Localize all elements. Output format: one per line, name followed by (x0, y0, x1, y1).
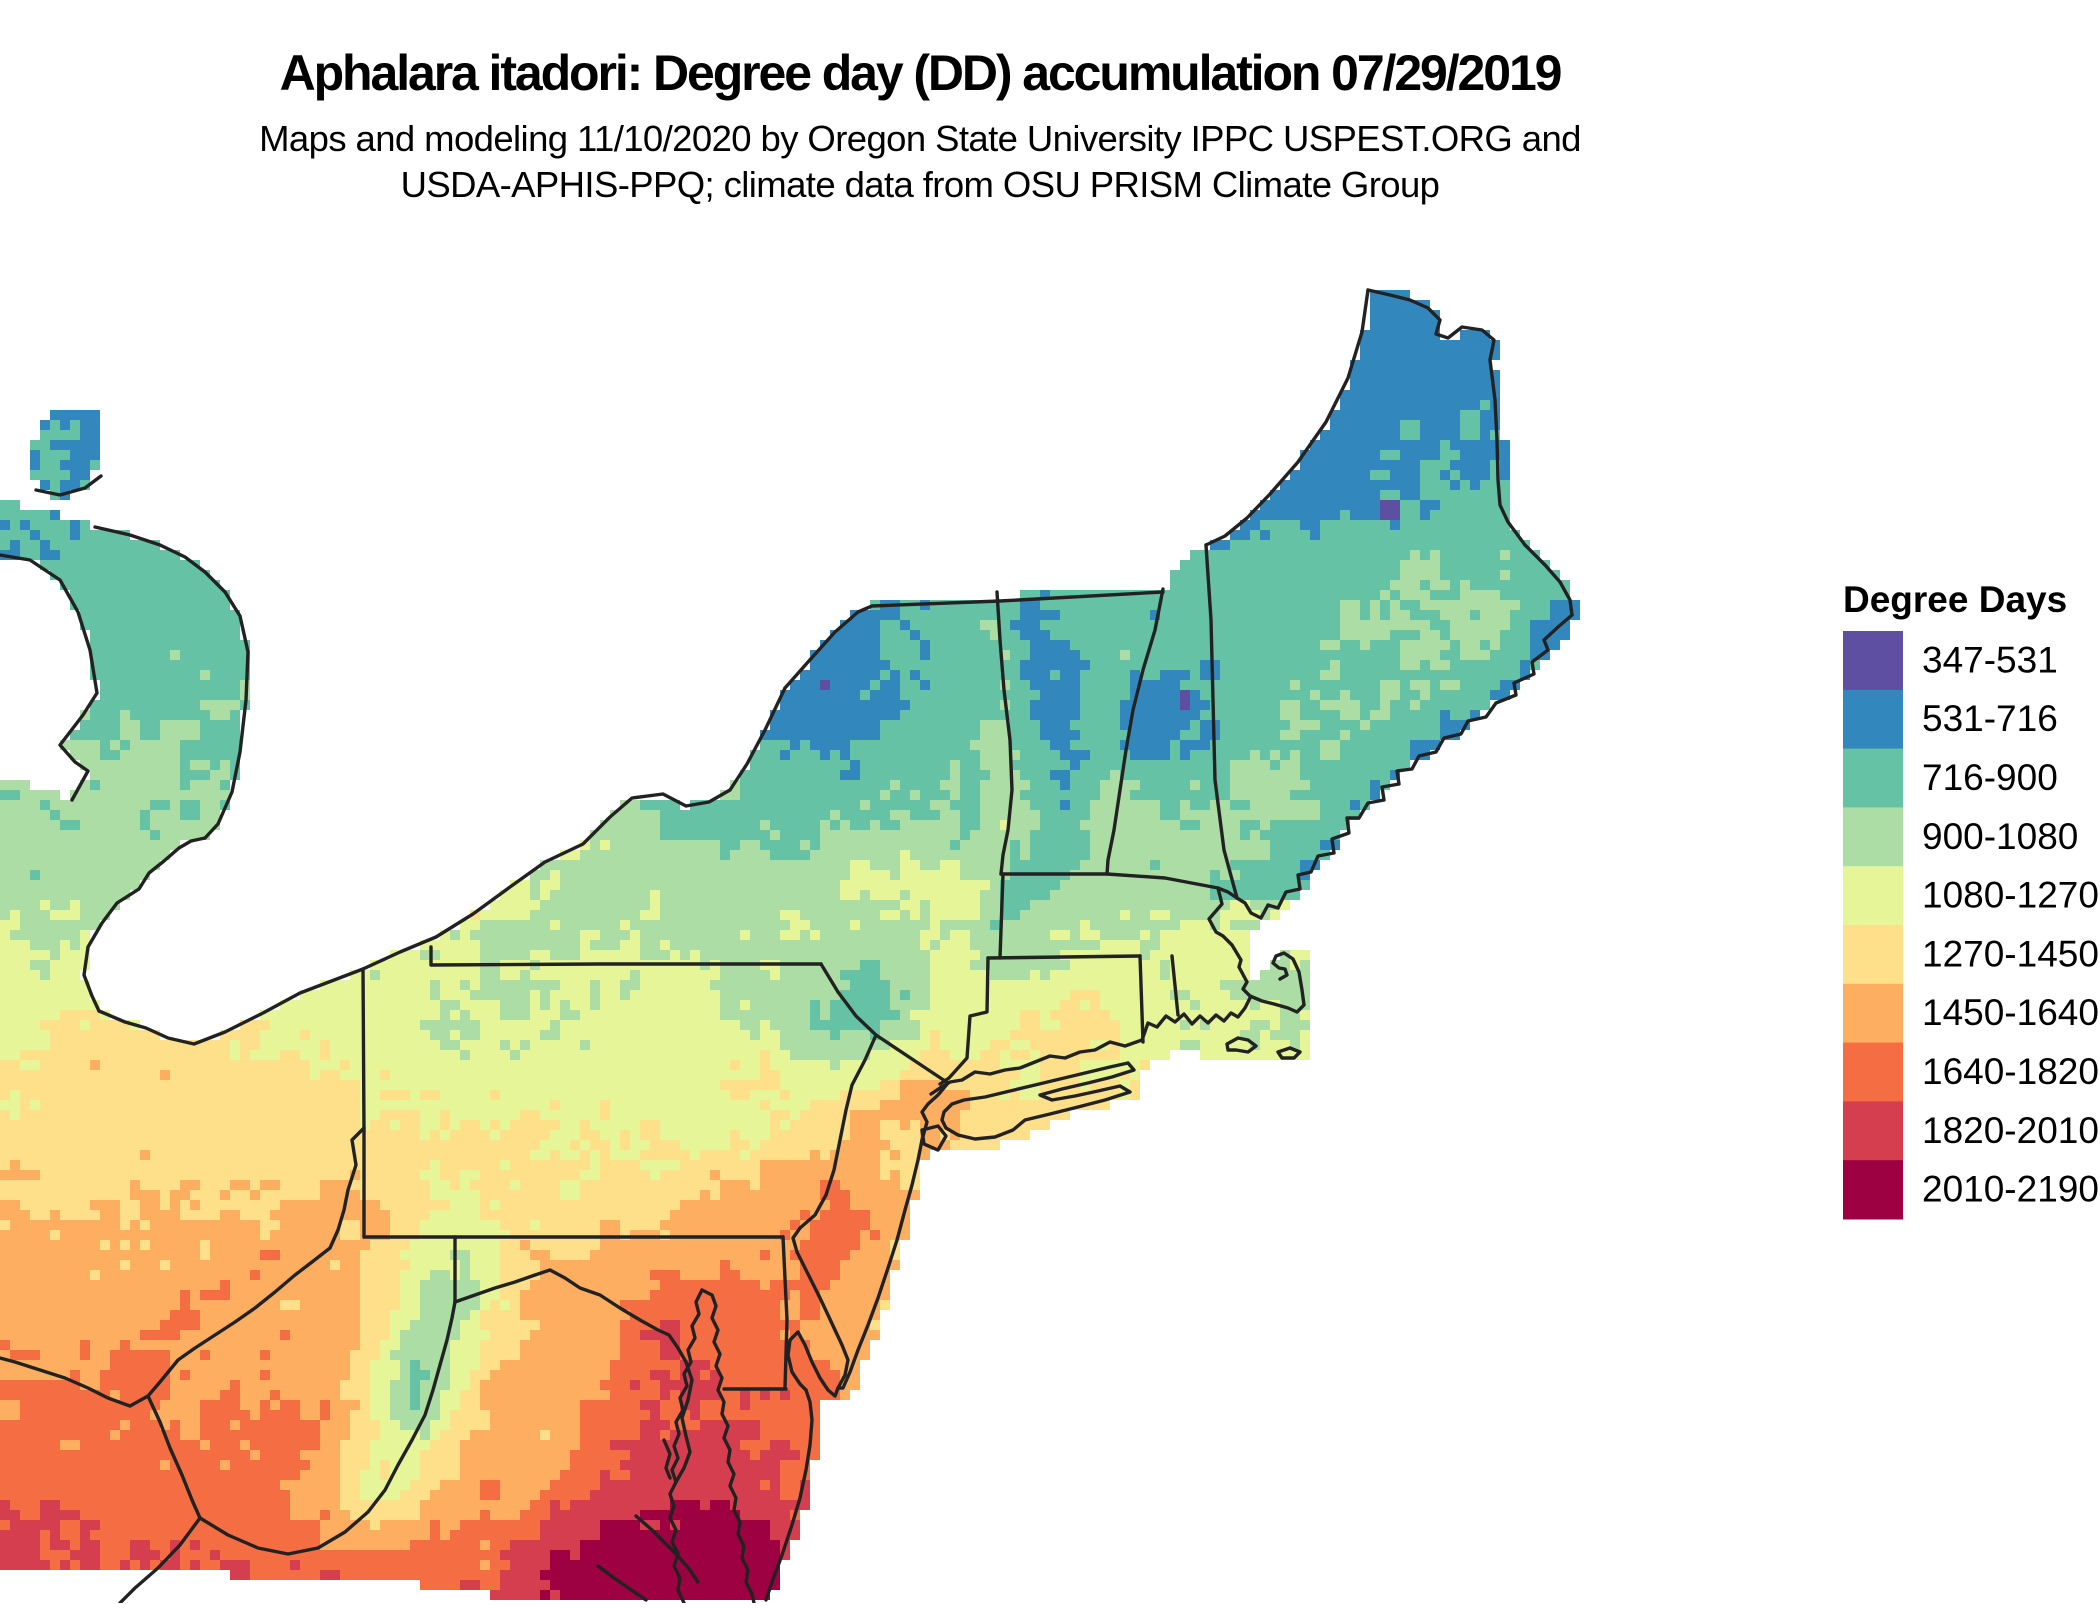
svg-text:2010-2190: 2010-2190 (1922, 1169, 2099, 1210)
svg-text:1270-1450: 1270-1450 (1922, 933, 2099, 974)
svg-text:1080-1270: 1080-1270 (1922, 875, 2099, 916)
svg-text:716-900: 716-900 (1922, 757, 2058, 798)
svg-text:Maps and modeling 11/10/2020 b: Maps and modeling 11/10/2020 by Oregon S… (259, 118, 1581, 159)
svg-text:1820-2010: 1820-2010 (1922, 1110, 2099, 1151)
svg-text:1640-1820: 1640-1820 (1922, 1051, 2099, 1092)
svg-text:347-531: 347-531 (1922, 639, 2058, 680)
svg-text:Degree Days: Degree Days (1843, 579, 2067, 620)
svg-text:Aphalara itadori: Degree day (: Aphalara itadori: Degree day (DD) accumu… (280, 45, 1561, 101)
svg-text:1450-1640: 1450-1640 (1922, 992, 2099, 1033)
svg-text:531-716: 531-716 (1922, 698, 2058, 739)
svg-text:900-1080: 900-1080 (1922, 816, 2078, 857)
svg-text:USDA-APHIS-PPQ; climate data f: USDA-APHIS-PPQ; climate data from OSU PR… (401, 164, 1440, 205)
